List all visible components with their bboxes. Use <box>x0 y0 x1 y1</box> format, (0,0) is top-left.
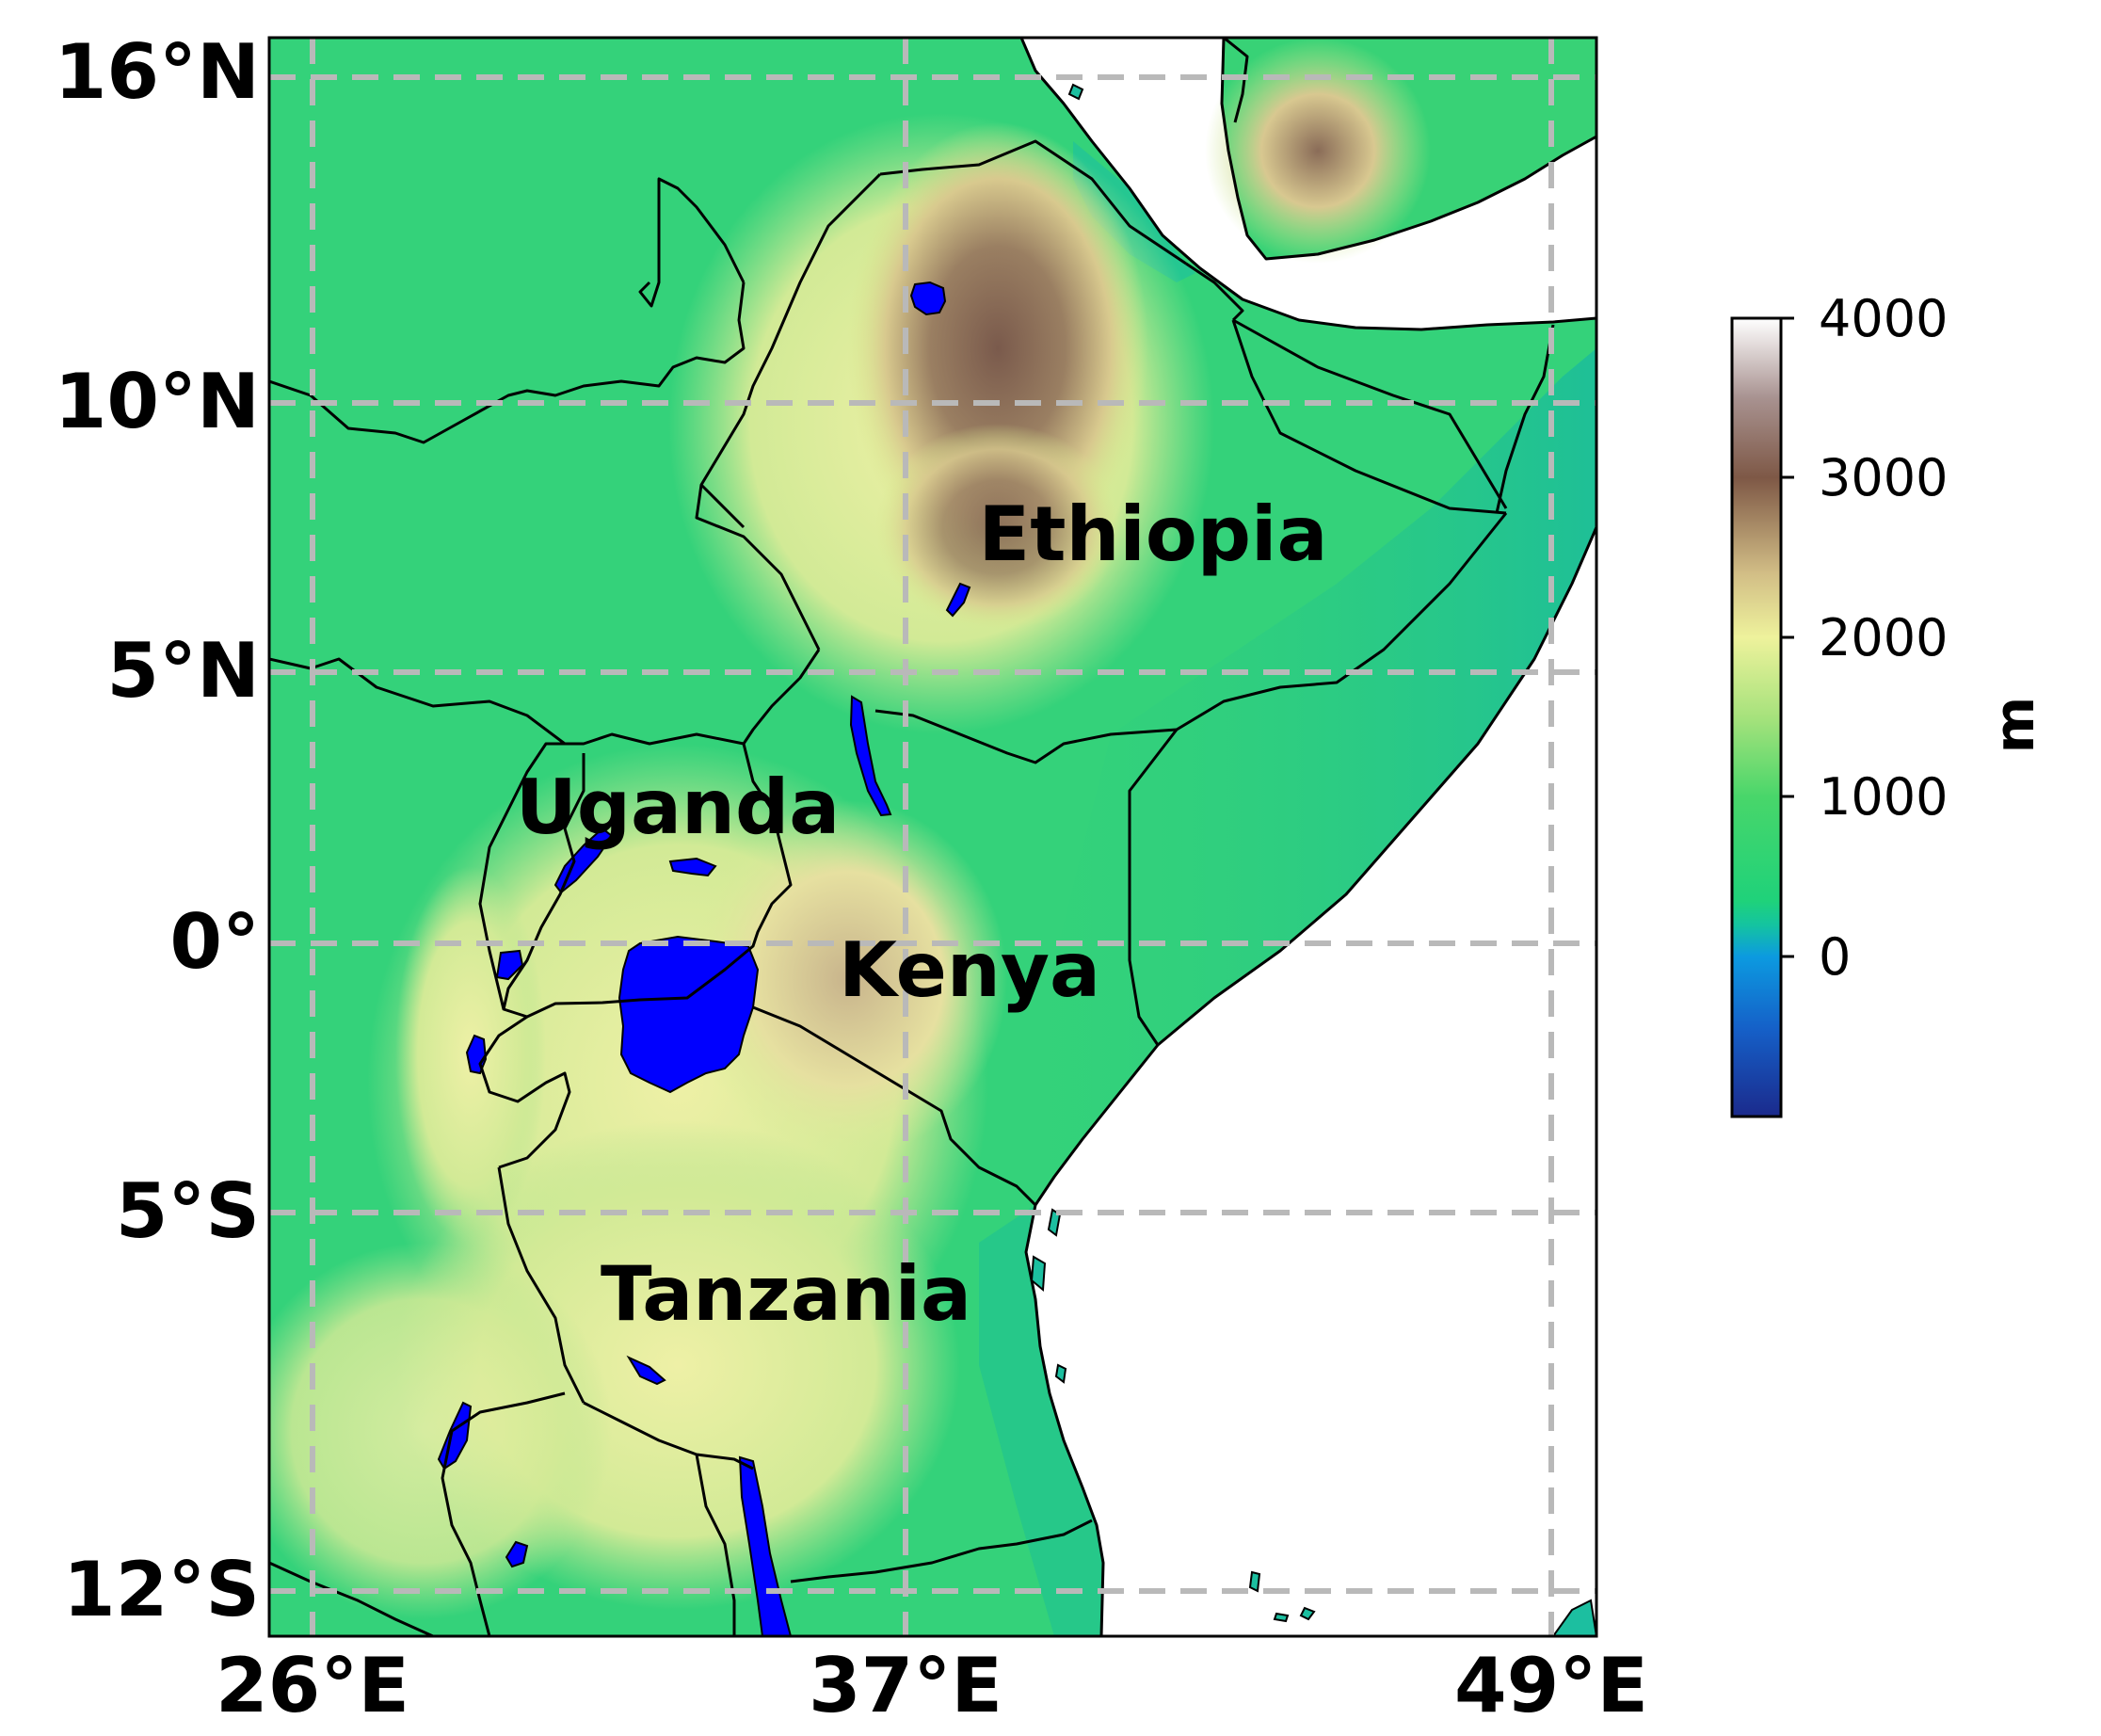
country-labels: Ethiopia Uganda Kenya Tanzania <box>516 490 1328 1338</box>
border-sudan-southsudan <box>269 281 746 444</box>
colorbar-label-1000: 1000 <box>1819 767 1948 827</box>
colorbar-label-0: 0 <box>1819 927 1851 987</box>
lake-abaya <box>945 582 971 618</box>
map-area <box>269 38 1596 1636</box>
lat-label-16n: 16°N <box>55 28 260 116</box>
border-sudan-ethiopia <box>638 177 746 308</box>
lake-edward <box>495 949 524 981</box>
border-tanzania-zambia <box>583 1401 754 1471</box>
island-dahlak <box>1067 83 1084 101</box>
colorbar: 4000 3000 2000 1000 0 m <box>1730 289 2046 1118</box>
colorbar-label-2000: 2000 <box>1819 608 1948 667</box>
lon-label-26e: 26°E <box>216 1642 409 1729</box>
island-comoros-3 <box>1299 1606 1316 1621</box>
border-zambia-drc <box>269 1561 434 1636</box>
country-label-uganda: Uganda <box>516 764 840 851</box>
lon-label-49e: 49°E <box>1454 1642 1648 1729</box>
latitude-labels: 16°N 10°N 5°N 0° 5°S 12°S <box>55 28 260 1633</box>
island-madagascar-tip <box>1551 1599 1596 1636</box>
horn-lowland <box>998 348 1596 1205</box>
lon-label-37e: 37°E <box>809 1642 1002 1729</box>
colorbar-unit-label: m <box>1982 697 2046 753</box>
border-kenya-somalia <box>1128 729 1179 1046</box>
country-borders <box>269 139 1555 1636</box>
lake-rukwa <box>626 1355 666 1386</box>
country-label-tanzania: Tanzania <box>601 1250 971 1338</box>
border-rwanda-burundi <box>478 1015 571 1169</box>
colorbar-label-4000: 4000 <box>1819 289 1948 348</box>
border-zambia-drc-2 <box>441 1391 566 1636</box>
ethiopian-highlands-south <box>875 424 1120 631</box>
border-djibouti <box>1185 262 1244 322</box>
border-tanzania-mozambique <box>790 1519 1093 1583</box>
island-mafia <box>1054 1363 1067 1384</box>
colorbar-label-3000: 3000 <box>1819 448 1948 507</box>
lat-label-12s: 12°S <box>63 1546 260 1633</box>
coastline-africa <box>1019 38 1596 1636</box>
island-comoros-2 <box>1273 1612 1290 1623</box>
longitude-labels: 26°E 37°E 49°E <box>216 1642 1648 1729</box>
border-ethiopia-somaliland <box>1231 319 1507 515</box>
colorbar-gradient <box>1730 316 1783 1118</box>
lake-turkana <box>849 695 892 817</box>
country-label-ethiopia: Ethiopia <box>979 490 1328 578</box>
map-frame <box>267 36 1598 1638</box>
southwest-highland <box>269 1243 612 1619</box>
border-ethiopia-kenya <box>874 709 1178 764</box>
border-kenya-tanzania <box>752 1005 1037 1207</box>
lat-label-10n: 10°N <box>55 358 260 445</box>
border-southsudan-south <box>269 657 745 746</box>
colorbar-ticks <box>1781 316 1794 958</box>
border-southsudan-kenya <box>742 649 821 745</box>
border-drc-tanzania <box>497 1166 585 1404</box>
border-ethiopia-somalia <box>1176 512 1508 731</box>
border-puntland <box>1495 324 1555 514</box>
kenya-highlands <box>687 800 1007 1158</box>
border-eritrea <box>879 139 1187 265</box>
coastline-arabia <box>1220 38 1596 261</box>
yemen-highlands <box>1205 38 1431 264</box>
coast-lowland-south <box>979 1205 1103 1636</box>
border-somaliland <box>1232 318 1508 509</box>
lake-tana <box>909 281 947 316</box>
islands <box>1030 83 1596 1636</box>
lat-label-5n: 5°N <box>106 627 260 715</box>
lake-mweru <box>505 1540 529 1568</box>
border-uganda <box>502 743 793 1019</box>
border-ethiopia-west <box>695 172 882 651</box>
border-south-sudan-ethiopia <box>699 483 746 529</box>
border-malawi-zambia <box>695 1454 736 1636</box>
island-comoros-1 <box>1248 1570 1261 1593</box>
lake-kyoga <box>668 857 717 877</box>
country-label-kenya: Kenya <box>839 926 1100 1014</box>
island-zanzibar <box>1030 1255 1047 1293</box>
lat-label-5s: 5°S <box>116 1167 260 1255</box>
gridlines <box>269 38 1596 1636</box>
coastlines <box>1019 38 1596 1636</box>
lat-label-0: 0° <box>169 898 260 986</box>
